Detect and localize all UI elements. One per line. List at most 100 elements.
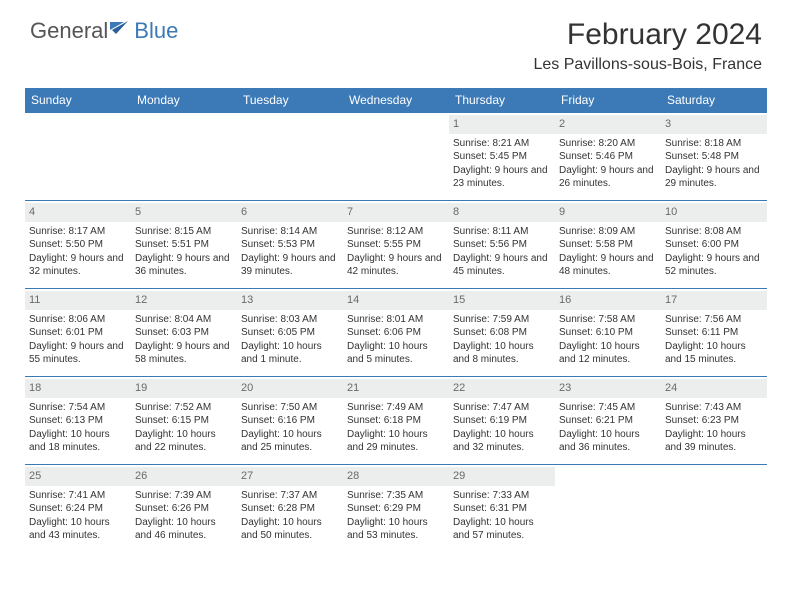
day-cell: 14Sunrise: 8:01 AMSunset: 6:06 PMDayligh… <box>343 289 449 377</box>
sunset-text: Sunset: 5:51 PM <box>135 238 233 252</box>
sunset-text: Sunset: 5:45 PM <box>453 150 551 164</box>
sunrise-text: Sunrise: 8:01 AM <box>347 313 445 327</box>
day-cell: 23Sunrise: 7:45 AMSunset: 6:21 PMDayligh… <box>555 377 661 465</box>
sunset-text: Sunset: 6:23 PM <box>665 414 763 428</box>
sunrise-text: Sunrise: 7:50 AM <box>241 401 339 415</box>
sunrise-text: Sunrise: 8:08 AM <box>665 225 763 239</box>
day-header-row: Sunday Monday Tuesday Wednesday Thursday… <box>25 88 767 113</box>
day-cell: 26Sunrise: 7:39 AMSunset: 6:26 PMDayligh… <box>131 465 237 549</box>
day-number: 6 <box>237 203 343 222</box>
sunrise-text: Sunrise: 8:04 AM <box>135 313 233 327</box>
day-cell: 28Sunrise: 7:35 AMSunset: 6:29 PMDayligh… <box>343 465 449 549</box>
day-cell: 18Sunrise: 7:54 AMSunset: 6:13 PMDayligh… <box>25 377 131 465</box>
title-block: February 2024 Les Pavillons-sous-Bois, F… <box>533 18 762 74</box>
sunset-text: Sunset: 6:31 PM <box>453 502 551 516</box>
day-number: 19 <box>131 379 237 398</box>
day-cell: . <box>555 465 661 549</box>
day-cell: 11Sunrise: 8:06 AMSunset: 6:01 PMDayligh… <box>25 289 131 377</box>
daylight-text: Daylight: 9 hours and 26 minutes. <box>559 164 657 191</box>
daylight-text: Daylight: 10 hours and 36 minutes. <box>559 428 657 455</box>
sunset-text: Sunset: 5:46 PM <box>559 150 657 164</box>
sunset-text: Sunset: 6:03 PM <box>135 326 233 340</box>
day-number: 23 <box>555 379 661 398</box>
day-number: 2 <box>555 115 661 134</box>
daylight-text: Daylight: 10 hours and 25 minutes. <box>241 428 339 455</box>
day-header: Wednesday <box>343 88 449 113</box>
sunrise-text: Sunrise: 7:54 AM <box>29 401 127 415</box>
day-cell: . <box>237 113 343 201</box>
daylight-text: Daylight: 10 hours and 32 minutes. <box>453 428 551 455</box>
sunrise-text: Sunrise: 7:47 AM <box>453 401 551 415</box>
sunset-text: Sunset: 6:11 PM <box>665 326 763 340</box>
day-number: 7 <box>343 203 449 222</box>
location-text: Les Pavillons-sous-Bois, France <box>533 56 762 74</box>
sunset-text: Sunset: 5:48 PM <box>665 150 763 164</box>
month-title: February 2024 <box>533 18 762 52</box>
day-cell: 6Sunrise: 8:14 AMSunset: 5:53 PMDaylight… <box>237 201 343 289</box>
day-cell: . <box>131 113 237 201</box>
sunrise-text: Sunrise: 7:52 AM <box>135 401 233 415</box>
day-number: 1 <box>449 115 555 134</box>
day-cell: 16Sunrise: 7:58 AMSunset: 6:10 PMDayligh… <box>555 289 661 377</box>
day-number: 15 <box>449 291 555 310</box>
sunrise-text: Sunrise: 7:45 AM <box>559 401 657 415</box>
sunrise-text: Sunrise: 8:14 AM <box>241 225 339 239</box>
day-number: 8 <box>449 203 555 222</box>
daylight-text: Daylight: 10 hours and 43 minutes. <box>29 516 127 543</box>
daylight-text: Daylight: 9 hours and 55 minutes. <box>29 340 127 367</box>
day-number: 10 <box>661 203 767 222</box>
day-cell: 2 Sunrise: 8:20 AMSunset: 5:46 PMDaylight… <box>555 113 661 201</box>
sunset-text: Sunset: 6:06 PM <box>347 326 445 340</box>
logo-text-general: General <box>30 18 108 44</box>
sunset-text: Sunset: 6:00 PM <box>665 238 763 252</box>
daylight-text: Daylight: 10 hours and 8 minutes. <box>453 340 551 367</box>
day-number: 18 <box>25 379 131 398</box>
daylight-text: Daylight: 10 hours and 15 minutes. <box>665 340 763 367</box>
day-number: 9 <box>555 203 661 222</box>
daylight-text: Daylight: 10 hours and 46 minutes. <box>135 516 233 543</box>
daylight-text: Daylight: 10 hours and 39 minutes. <box>665 428 763 455</box>
sunrise-text: Sunrise: 8:17 AM <box>29 225 127 239</box>
daylight-text: Daylight: 10 hours and 50 minutes. <box>241 516 339 543</box>
sunset-text: Sunset: 6:08 PM <box>453 326 551 340</box>
day-cell: 5Sunrise: 8:15 AMSunset: 5:51 PMDaylight… <box>131 201 237 289</box>
header: General Blue February 2024 Les Pavillons… <box>0 0 792 78</box>
sunrise-text: Sunrise: 7:58 AM <box>559 313 657 327</box>
day-header: Monday <box>131 88 237 113</box>
sunset-text: Sunset: 6:28 PM <box>241 502 339 516</box>
day-number: 26 <box>131 467 237 486</box>
day-cell: 10Sunrise: 8:08 AMSunset: 6:00 PMDayligh… <box>661 201 767 289</box>
daylight-text: Daylight: 9 hours and 36 minutes. <box>135 252 233 279</box>
day-cell: 19Sunrise: 7:52 AMSunset: 6:15 PMDayligh… <box>131 377 237 465</box>
week-row: 11Sunrise: 8:06 AMSunset: 6:01 PMDayligh… <box>25 289 767 377</box>
day-number: 3 <box>661 115 767 134</box>
sunrise-text: Sunrise: 8:20 AM <box>559 137 657 151</box>
daylight-text: Daylight: 10 hours and 29 minutes. <box>347 428 445 455</box>
sunrise-text: Sunrise: 7:37 AM <box>241 489 339 503</box>
day-number: 14 <box>343 291 449 310</box>
daylight-text: Daylight: 10 hours and 57 minutes. <box>453 516 551 543</box>
day-header: Tuesday <box>237 88 343 113</box>
day-number: 24 <box>661 379 767 398</box>
sunset-text: Sunset: 5:58 PM <box>559 238 657 252</box>
sunset-text: Sunset: 6:18 PM <box>347 414 445 428</box>
week-row: 25Sunrise: 7:41 AMSunset: 6:24 PMDayligh… <box>25 465 767 549</box>
day-number: 17 <box>661 291 767 310</box>
daylight-text: Daylight: 10 hours and 1 minute. <box>241 340 339 367</box>
sunset-text: Sunset: 6:15 PM <box>135 414 233 428</box>
day-cell: 27Sunrise: 7:37 AMSunset: 6:28 PMDayligh… <box>237 465 343 549</box>
day-cell: 17Sunrise: 7:56 AMSunset: 6:11 PMDayligh… <box>661 289 767 377</box>
sunset-text: Sunset: 6:01 PM <box>29 326 127 340</box>
day-number: 11 <box>25 291 131 310</box>
sunrise-text: Sunrise: 7:49 AM <box>347 401 445 415</box>
day-cell: 25Sunrise: 7:41 AMSunset: 6:24 PMDayligh… <box>25 465 131 549</box>
day-cell: 15Sunrise: 7:59 AMSunset: 6:08 PMDayligh… <box>449 289 555 377</box>
sunrise-text: Sunrise: 7:33 AM <box>453 489 551 503</box>
day-number: 16 <box>555 291 661 310</box>
sunrise-text: Sunrise: 7:43 AM <box>665 401 763 415</box>
day-cell: 13Sunrise: 8:03 AMSunset: 6:05 PMDayligh… <box>237 289 343 377</box>
day-cell: 3Sunrise: 8:18 AMSunset: 5:48 PMDaylight… <box>661 113 767 201</box>
sunrise-text: Sunrise: 7:35 AM <box>347 489 445 503</box>
week-row: 18Sunrise: 7:54 AMSunset: 6:13 PMDayligh… <box>25 377 767 465</box>
daylight-text: Daylight: 9 hours and 23 minutes. <box>453 164 551 191</box>
